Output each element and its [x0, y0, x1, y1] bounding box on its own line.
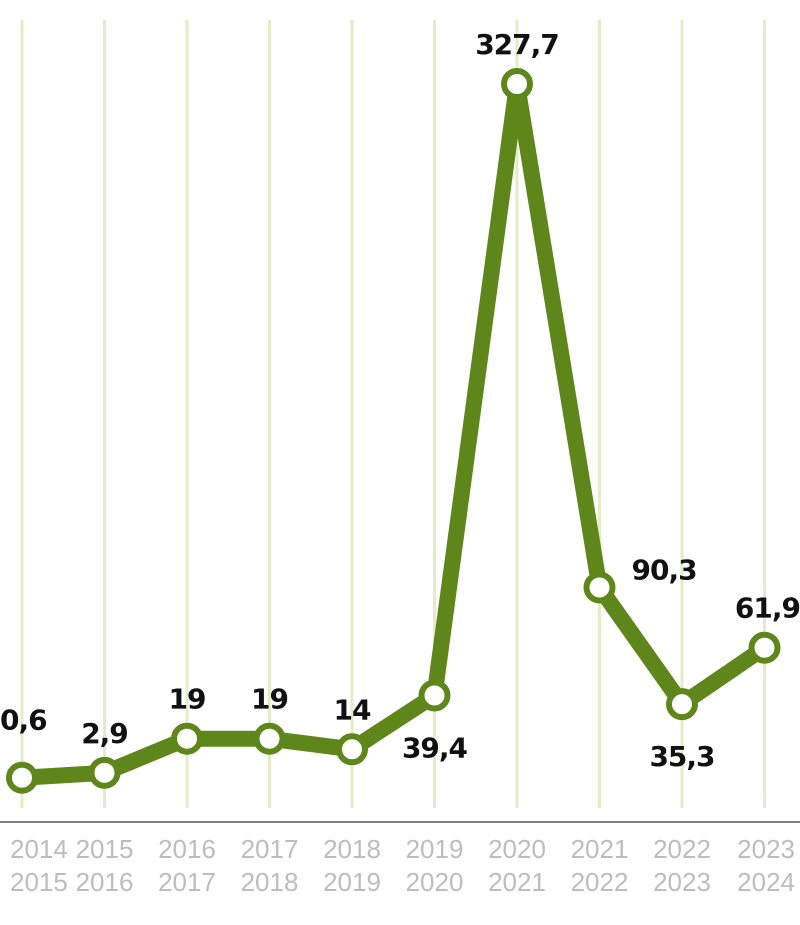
data-label: 19 [169, 683, 206, 716]
x-tick-label: 2015 [76, 834, 134, 864]
gridlines [20, 20, 766, 808]
x-tick-labels: 2014201520152016201620172017201820182019… [10, 834, 795, 897]
data-labels: 0,6 2,9 19 19 14 39,4 327,7 90,3 35,3 61,9 [0, 28, 800, 773]
series-line [14, 82, 773, 786]
x-tick-label: 2021 [488, 867, 546, 897]
x-tick-label: 2020 [406, 867, 464, 897]
x-tick-label: 2024 [737, 867, 795, 897]
x-tick-label: 2023 [653, 867, 711, 897]
data-label: 39,4 [402, 731, 468, 764]
data-label: 0,6 [0, 704, 47, 737]
data-label: 90,3 [632, 553, 697, 586]
data-point [88, 756, 121, 789]
data-label: 35,3 [649, 740, 714, 773]
data-point [501, 68, 533, 100]
x-tick-label: 2017 [158, 867, 216, 897]
x-tick-label: 2019 [323, 867, 381, 897]
x-tick-label: 2018 [323, 834, 381, 864]
data-label: 2,9 [81, 717, 128, 750]
series-line-group [14, 82, 773, 786]
x-tick-label: 2023 [737, 834, 795, 864]
data-point [336, 733, 368, 766]
data-point [171, 722, 203, 755]
x-tick-label: 2016 [76, 867, 134, 897]
data-point [748, 631, 781, 664]
data-label: 19 [251, 683, 288, 716]
data-label: 61,9 [735, 592, 800, 625]
x-tick-label: 2017 [241, 834, 299, 864]
x-tick-label: 2019 [406, 834, 464, 864]
data-point [583, 571, 616, 604]
data-label: 14 [334, 693, 371, 726]
x-tick-label: 2018 [241, 867, 299, 897]
data-point [666, 688, 698, 721]
x-tick-label: 2021 [571, 834, 629, 864]
x-tick-label: 2022 [653, 834, 711, 864]
data-points [6, 68, 781, 794]
data-point [418, 679, 451, 712]
x-tick-label: 2016 [158, 834, 216, 864]
data-point [253, 722, 286, 755]
x-tick-label: 2020 [488, 834, 546, 864]
x-tick-label: 2015 [10, 867, 68, 897]
data-label: 327,7 [475, 28, 559, 61]
data-point [6, 761, 38, 794]
x-tick-label: 2022 [571, 867, 629, 897]
x-tick-label: 2014 [10, 834, 68, 864]
